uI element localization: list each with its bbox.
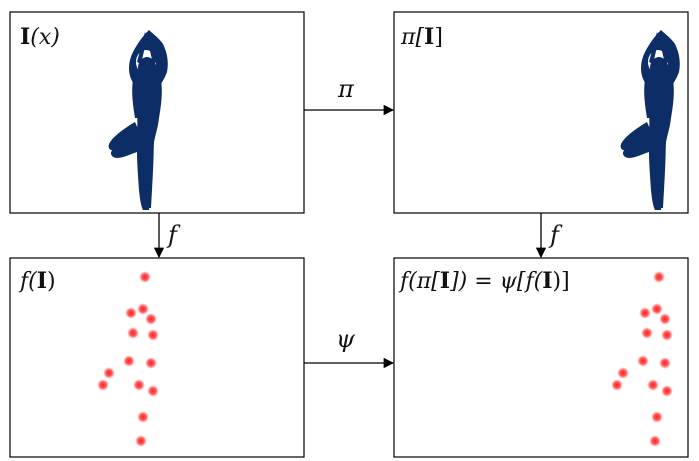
keypoint-dot: [651, 303, 663, 315]
keypoint-dot: [651, 411, 663, 423]
keypoint-dot: [649, 435, 661, 447]
keypoint-dot: [145, 357, 157, 369]
panel-label-input: I(x): [20, 24, 60, 50]
panel-label-equivariance: f(π[I]) = ψ[f(I)]: [398, 268, 570, 294]
keypoint-dot: [653, 271, 665, 283]
keypoint-dot: [647, 379, 659, 391]
panel-transformed-keypoints: f(π[I]) = ψ[f(I)]: [393, 257, 689, 458]
keypoint-dot: [659, 313, 671, 325]
keypoint-dot: [137, 411, 149, 423]
keypoint-dot: [639, 307, 651, 319]
keypoint-dot: [127, 327, 139, 339]
panel-label-keypoints: f(I): [18, 268, 56, 294]
arrow-f-right: f: [535, 213, 563, 259]
keypoint-dot: [617, 367, 629, 379]
keypoint-dot: [139, 271, 151, 283]
panel-input-image: I(x): [9, 11, 305, 214]
arrow-label-f-right: f: [548, 221, 563, 249]
keypoint-dot: [637, 355, 649, 367]
arrow-psi: ψ: [304, 325, 395, 369]
keypoint-dot: [661, 385, 673, 397]
keypoint-dot: [661, 329, 673, 341]
keypoint-set-shifted: [611, 271, 673, 447]
keypoint-dot: [103, 367, 115, 379]
panel-label-transformed: π[I]: [400, 24, 443, 50]
arrow-f-left: f: [153, 213, 181, 259]
arrow-label-psi: ψ: [336, 325, 356, 353]
keypoint-set: [97, 271, 159, 447]
keypoint-dot: [147, 329, 159, 341]
arrow-label-pi: π: [337, 75, 355, 103]
keypoint-dot: [125, 307, 137, 319]
arrow-label-f-left: f: [166, 221, 181, 249]
keypoint-dot: [659, 357, 671, 369]
keypoint-dot: [611, 379, 623, 391]
keypoint-dot: [123, 355, 135, 367]
keypoint-dot: [97, 379, 109, 391]
keypoint-dot: [135, 435, 147, 447]
keypoint-dot: [145, 313, 157, 325]
keypoint-dot: [641, 327, 653, 339]
keypoint-dot: [147, 385, 159, 397]
keypoint-dot: [133, 379, 145, 391]
panel-transformed-image: π[I]: [393, 11, 689, 214]
arrow-pi: π: [304, 75, 395, 116]
panel-keypoints: f(I): [9, 257, 305, 458]
keypoint-dot: [137, 303, 149, 315]
